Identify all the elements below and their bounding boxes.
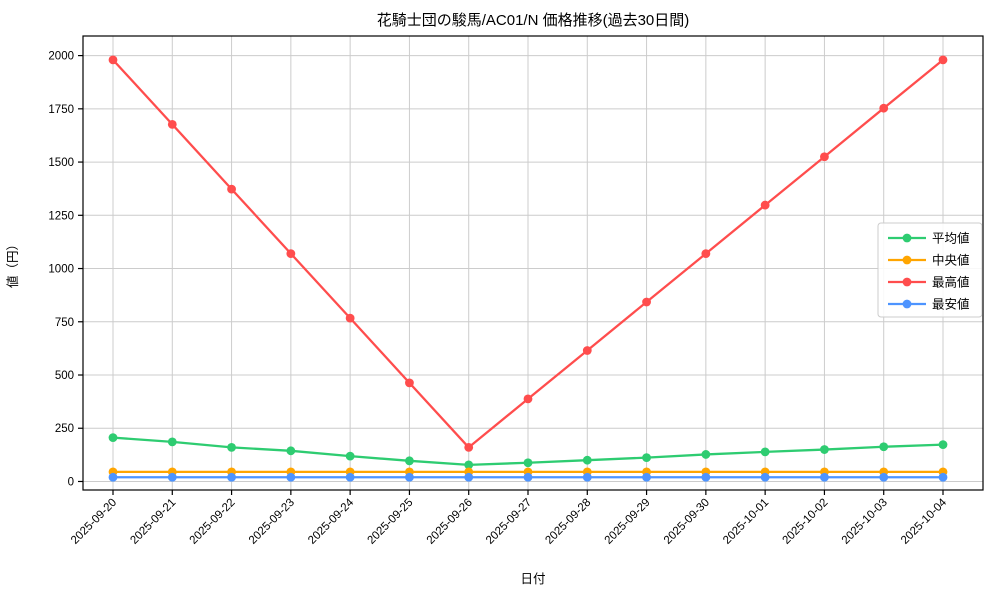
y-tick-label: 0 [68, 476, 74, 488]
x-tick-label: 2025-10-04 [899, 496, 950, 547]
data-point-average-price [582, 455, 592, 465]
data-point-lowest-price [938, 472, 948, 482]
data-point-lowest-price [523, 472, 533, 482]
data-point-average-price [108, 433, 118, 443]
x-tick-label: 2025-09-26 [425, 497, 475, 547]
y-tick-label: 1750 [48, 104, 74, 116]
x-tick-label: 2025-09-29 [603, 497, 653, 547]
data-point-highest-price [167, 119, 177, 129]
data-point-average-price [167, 437, 177, 447]
data-point-average-price [701, 450, 711, 459]
data-point-average-price [879, 442, 889, 452]
data-point-highest-price [345, 313, 355, 323]
chart-title: 花騎士団の駿馬/AC01/N 価格推移(過去30日間) [377, 12, 690, 29]
legend-label-lowest-price: 最安値 [932, 297, 970, 312]
data-point-highest-price [405, 378, 414, 388]
x-tick-label: 2025-09-21 [128, 497, 178, 547]
y-tick-label: 1000 [48, 264, 74, 276]
legend-marker-average-price [902, 233, 912, 243]
y-tick-label: 1250 [48, 210, 74, 222]
x-axis-label: 日付 [520, 572, 545, 586]
y-tick-label: 2000 [48, 51, 74, 63]
data-point-average-price [286, 446, 296, 456]
data-point-lowest-price [820, 472, 829, 482]
data-point-lowest-price [108, 472, 118, 482]
data-point-highest-price [108, 55, 118, 65]
legend-marker-median-price [902, 255, 912, 265]
data-point-average-price [820, 445, 829, 454]
x-tick-label: 2025-09-20 [69, 497, 119, 547]
x-tick-label: 2025-09-25 [365, 497, 415, 547]
y-tick-label: 500 [55, 370, 74, 382]
x-tick-label: 2025-10-01 [721, 497, 771, 547]
legend-marker-highest-price [902, 277, 912, 287]
data-point-highest-price [879, 103, 889, 113]
data-point-highest-price [523, 394, 533, 404]
data-point-average-price [345, 451, 355, 461]
legend-label-highest-price: 最高値 [932, 275, 970, 290]
x-tick-label: 2025-09-28 [543, 497, 593, 547]
data-point-lowest-price [642, 472, 651, 482]
data-point-lowest-price [464, 472, 474, 482]
data-point-lowest-price [167, 472, 177, 482]
data-point-lowest-price [879, 472, 889, 482]
y-tick-label: 750 [55, 317, 74, 329]
data-point-lowest-price [227, 472, 236, 482]
data-point-highest-price [938, 55, 948, 65]
data-point-highest-price [464, 443, 474, 452]
legend-label-average-price: 平均値 [932, 231, 970, 246]
data-point-average-price [523, 458, 533, 468]
data-point-average-price [405, 456, 414, 466]
data-point-lowest-price [405, 472, 414, 482]
data-point-highest-price [286, 249, 296, 259]
data-point-lowest-price [582, 472, 592, 482]
x-tick-label: 2025-09-24 [306, 496, 357, 547]
data-point-average-price [938, 440, 948, 450]
data-point-highest-price [760, 200, 770, 210]
x-tick-label: 2025-09-23 [247, 497, 297, 547]
x-tick-label: 2025-09-27 [484, 497, 534, 547]
data-point-average-price [464, 460, 474, 470]
data-point-average-price [760, 447, 770, 457]
data-point-highest-price [642, 297, 651, 307]
data-point-highest-price [582, 346, 592, 355]
x-tick-label: 2025-09-22 [188, 497, 238, 547]
legend-label-median-price: 中央値 [932, 253, 970, 268]
data-point-highest-price [820, 152, 829, 162]
y-axis-label: 値（円） [5, 238, 20, 288]
legend-marker-lowest-price [902, 299, 912, 309]
plot-area [83, 36, 983, 490]
data-point-average-price [642, 453, 651, 463]
y-tick-label: 1500 [48, 157, 74, 169]
y-tick-label: 250 [55, 423, 74, 435]
data-point-lowest-price [345, 472, 355, 482]
data-point-highest-price [701, 249, 711, 259]
data-point-average-price [227, 443, 236, 452]
x-tick-label: 2025-10-02 [780, 497, 830, 547]
x-tick-label: 2025-09-30 [662, 497, 712, 547]
legend [877, 222, 983, 318]
data-point-lowest-price [701, 472, 711, 482]
plot-border [82, 35, 984, 491]
data-point-highest-price [227, 184, 236, 194]
data-point-lowest-price [286, 472, 296, 482]
data-point-lowest-price [760, 472, 770, 482]
x-tick-label: 2025-10-03 [840, 497, 890, 547]
